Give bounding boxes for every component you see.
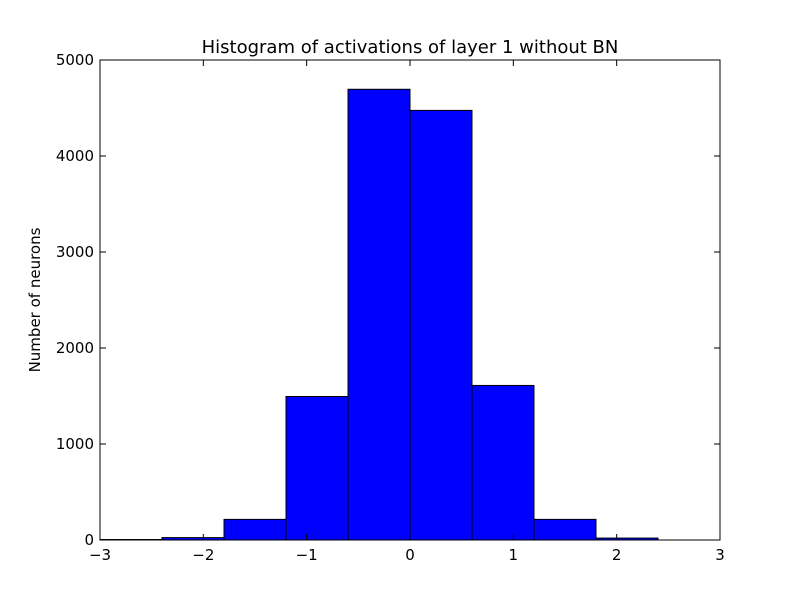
y-tick-label: 0 bbox=[84, 531, 94, 549]
y-tick-label: 2000 bbox=[56, 339, 94, 357]
y-axis-label: Number of neurons bbox=[26, 227, 44, 372]
x-tick-label: 1 bbox=[509, 546, 519, 564]
histogram-bar bbox=[471, 384, 535, 541]
ticks-group: −3 −2 −1 0 1 2 3 0 1000 2000 3000 4000 5000 bbox=[56, 51, 725, 564]
x-tick-label: −1 bbox=[296, 546, 318, 564]
y-tick-label: 5000 bbox=[56, 51, 94, 69]
histogram-bar bbox=[285, 395, 349, 541]
y-tick-label: 4000 bbox=[56, 147, 94, 165]
chart-title: Histogram of activations of layer 1 with… bbox=[202, 37, 619, 58]
x-tick-label: −3 bbox=[89, 546, 111, 564]
histogram-bar bbox=[223, 518, 287, 541]
bars-group bbox=[99, 88, 659, 541]
plot-frame bbox=[99, 59, 721, 541]
x-tick-label: 0 bbox=[405, 546, 415, 564]
x-tick-label: 3 bbox=[715, 546, 725, 564]
histogram-bar bbox=[409, 109, 473, 541]
y-tick-label: 3000 bbox=[56, 243, 94, 261]
y-tick-label: 1000 bbox=[56, 435, 94, 453]
x-tick-label: −2 bbox=[192, 546, 214, 564]
histogram-bar bbox=[533, 518, 597, 541]
x-tick-label: 2 bbox=[612, 546, 622, 564]
histogram-bar bbox=[347, 88, 411, 541]
